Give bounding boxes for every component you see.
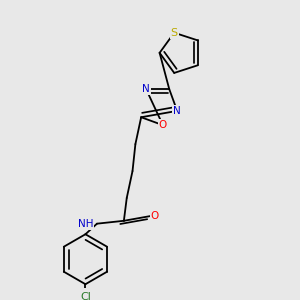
Text: NH: NH: [78, 219, 93, 229]
Text: Cl: Cl: [80, 292, 91, 300]
Text: N: N: [173, 106, 181, 116]
Text: S: S: [171, 28, 178, 38]
Text: O: O: [159, 120, 167, 130]
Text: O: O: [151, 211, 159, 221]
Text: N: N: [142, 84, 150, 94]
